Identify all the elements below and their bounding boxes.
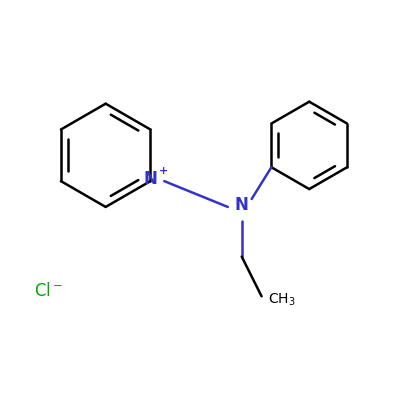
Text: Cl$^-$: Cl$^-$ [34, 282, 64, 300]
Text: CH$_3$: CH$_3$ [268, 291, 295, 308]
Text: N: N [144, 170, 157, 188]
Text: N: N [235, 196, 249, 214]
Text: +: + [159, 166, 168, 176]
